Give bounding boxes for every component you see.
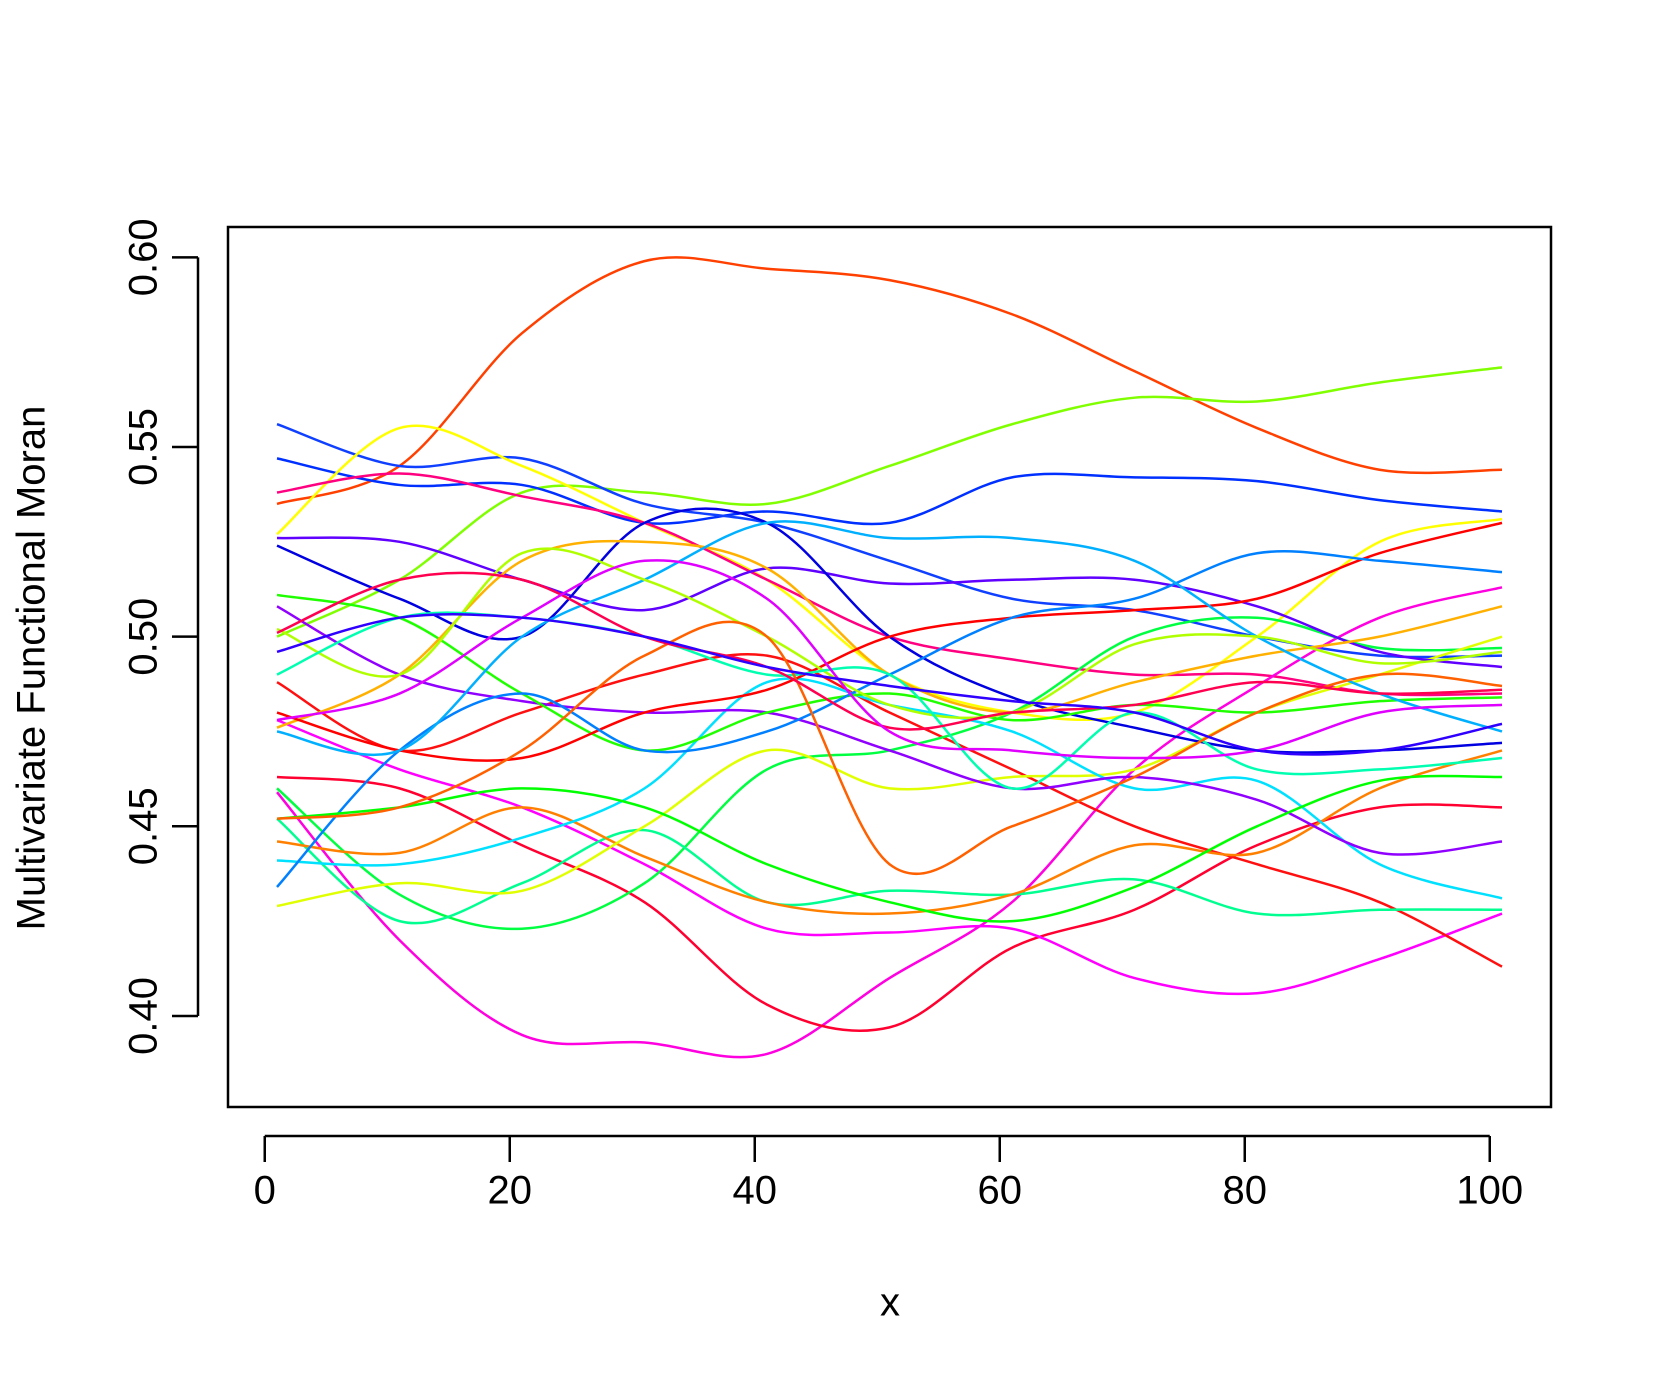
series-line — [276, 507, 1503, 754]
x-axis-label: x — [880, 1281, 900, 1325]
y-tick-label: 0.50 — [122, 598, 166, 676]
series-line — [276, 718, 1503, 996]
series-line — [276, 547, 1503, 720]
y-tick-label: 0.55 — [122, 408, 166, 486]
x-tick-label: 40 — [733, 1169, 778, 1213]
series-line — [276, 559, 1503, 760]
y-tick-label: 0.40 — [122, 977, 166, 1055]
series-line — [276, 613, 1503, 756]
series-line — [276, 652, 1503, 968]
x-tick-label: 100 — [1456, 1169, 1523, 1213]
series-line — [276, 611, 1503, 790]
x-tick-label: 80 — [1223, 1169, 1268, 1213]
series-line — [276, 457, 1503, 526]
plot-box — [226, 225, 1553, 1109]
y-tick-label: 0.45 — [122, 787, 166, 865]
y-axis-label: Multivariate Functional Moran — [10, 406, 54, 931]
series-line — [276, 817, 1503, 925]
series-line — [276, 749, 1503, 916]
series-line — [276, 586, 1503, 1059]
y-tick-label: 0.60 — [122, 218, 166, 296]
series-line — [276, 256, 1503, 506]
series-line — [276, 366, 1503, 638]
series-line — [276, 605, 1503, 856]
x-tick-label: 20 — [488, 1169, 533, 1213]
series-line — [276, 423, 1503, 659]
series-line — [276, 550, 1503, 888]
x-tick-label: 0 — [254, 1169, 276, 1213]
series-line — [276, 593, 1503, 752]
series-line — [276, 774, 1503, 923]
series-line — [276, 635, 1503, 908]
series-line — [276, 775, 1503, 1032]
series-line — [276, 620, 1503, 876]
series-line — [276, 521, 1503, 762]
series-line — [276, 571, 1503, 731]
series-line — [276, 536, 1503, 669]
x-tick-label: 60 — [978, 1169, 1023, 1213]
series-line — [276, 520, 1503, 757]
